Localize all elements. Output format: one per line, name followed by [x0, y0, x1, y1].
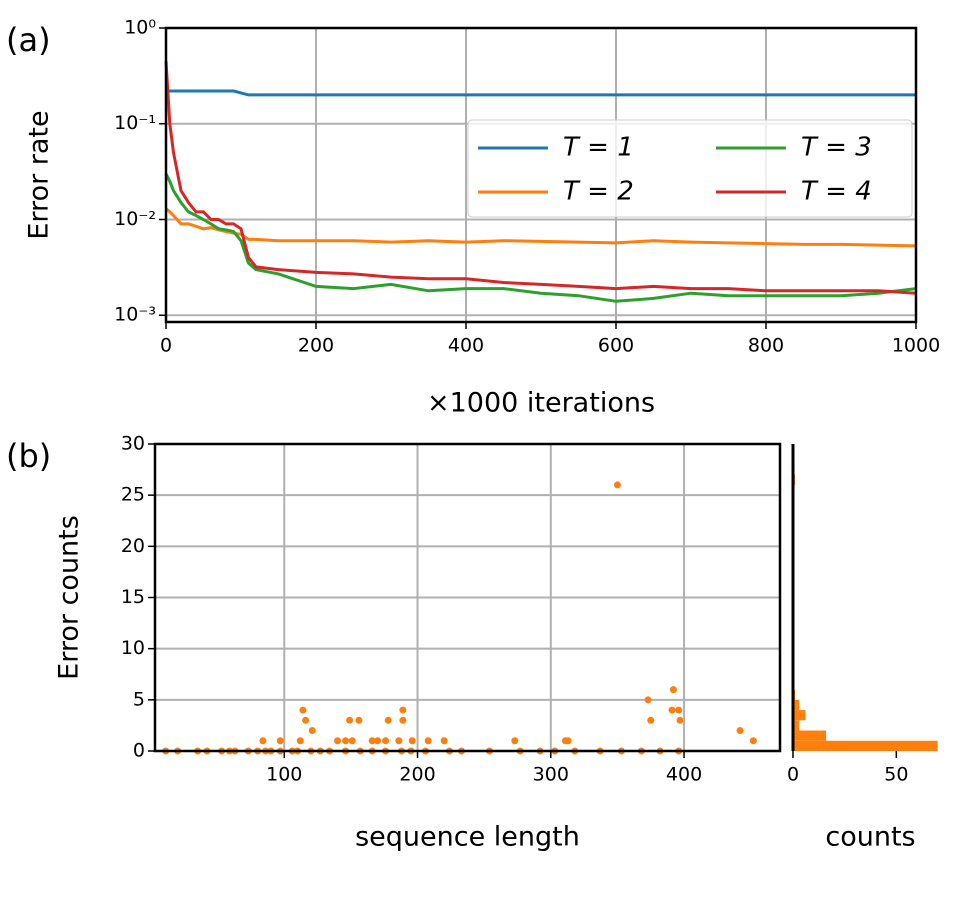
x-tick-label: 400	[666, 764, 702, 786]
y-tick-label: 5	[133, 688, 145, 710]
line	[166, 89, 916, 97]
y-tick-label: 10⁻¹	[114, 112, 156, 134]
x-axis-label: counts	[825, 822, 915, 853]
point	[399, 716, 407, 724]
point	[346, 716, 354, 724]
spine	[153, 442, 782, 753]
point	[440, 737, 448, 745]
y-tick-label: 30	[121, 433, 145, 455]
x-axis-label: ×1000 iterations	[427, 388, 655, 419]
point	[395, 737, 403, 745]
point	[408, 737, 416, 745]
hist-bar	[793, 710, 806, 721]
x-tick-label: 100	[266, 764, 302, 786]
x-tick-label: 600	[598, 335, 634, 357]
point	[613, 481, 621, 489]
legend-box	[467, 119, 913, 218]
point	[675, 706, 683, 714]
point	[342, 737, 350, 745]
point	[669, 686, 677, 694]
y-axis-label: Error rate	[24, 110, 55, 239]
hist-bar	[793, 699, 800, 711]
line	[164, 173, 917, 303]
x-tick-label: 0	[160, 335, 172, 357]
y-tick-label: 15	[121, 586, 145, 608]
point	[564, 737, 572, 745]
point	[676, 716, 684, 724]
legend-label: T = 4	[801, 177, 872, 207]
legend-label: T = 1	[563, 133, 634, 163]
y-tick-label: 10⁰	[124, 17, 156, 39]
spine	[164, 26, 918, 324]
point	[276, 737, 284, 745]
point	[384, 716, 392, 724]
point	[399, 706, 407, 714]
point	[259, 737, 267, 745]
panel-label: (b)	[6, 437, 51, 475]
y-tick-label: 25	[121, 484, 145, 506]
legend-label: T = 2	[563, 177, 634, 207]
point	[424, 737, 432, 745]
y-tick-label: 20	[121, 535, 145, 557]
y-tick-label: 10⁻³	[114, 304, 156, 326]
x-tick-label: 0	[787, 764, 799, 786]
x-tick-label: 1000	[892, 335, 940, 357]
panel-label: (a)	[6, 21, 51, 59]
hist-bar	[793, 730, 827, 741]
x-tick-label: 50	[884, 764, 908, 786]
line	[164, 61, 917, 295]
point	[668, 706, 676, 714]
point	[334, 737, 342, 745]
point	[382, 737, 390, 745]
y-tick-label: 10⁻²	[114, 208, 156, 230]
x-tick-label: 400	[448, 335, 484, 357]
point	[511, 737, 519, 745]
hist-bar	[793, 720, 800, 731]
legend-label: T = 3	[801, 133, 872, 163]
point	[302, 716, 310, 724]
y-tick-label: 10	[121, 637, 145, 659]
line	[165, 207, 917, 248]
point	[736, 727, 744, 735]
point	[296, 737, 304, 745]
x-tick-label: 300	[533, 764, 569, 786]
x-tick-label: 800	[748, 335, 784, 357]
y-tick-label: 0	[133, 740, 145, 762]
point	[299, 706, 307, 714]
point	[308, 727, 316, 735]
x-axis-label: sequence length	[355, 822, 580, 853]
point	[348, 737, 356, 745]
point	[355, 716, 363, 724]
hist-bar	[793, 740, 938, 751]
point	[647, 716, 655, 724]
y-axis-label: Error counts	[54, 515, 85, 680]
point	[644, 696, 652, 704]
x-tick-label: 200	[399, 764, 435, 786]
x-tick-label: 200	[298, 335, 334, 357]
point	[368, 737, 376, 745]
point	[374, 737, 382, 745]
point	[749, 737, 757, 745]
